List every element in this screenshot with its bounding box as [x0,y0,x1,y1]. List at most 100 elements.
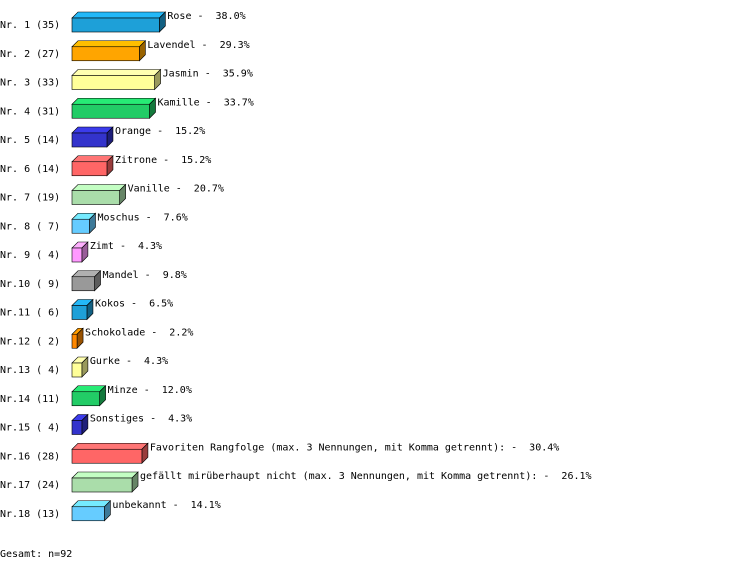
bar [71,276,95,292]
bar [71,477,133,493]
bar-value: 4.3% [144,356,168,367]
bar-name: Kamille - [158,97,212,108]
bar-name: Vanille - [128,184,182,195]
bar-name: gefällt mirüberhaupt nicht (max. 3 Nennu… [140,471,549,482]
bar-value: 26.1% [561,471,591,482]
bar-label: unbekannt - 14.1% [112,500,220,511]
bar-value: 9.8% [163,270,187,281]
bar-label: Orange - 15.2% [115,126,205,137]
row-label: Nr.11 ( 6) [0,308,60,319]
bar-label: Jasmin - 35.9% [163,69,253,80]
row-label: Nr.10 ( 9) [0,279,60,290]
bar-label: Kamille - 33.7% [158,97,254,108]
bar-name: Moschus - [97,212,151,223]
bar-label: Mandel - 9.8% [103,270,187,281]
bar-value: 30.4% [529,442,559,453]
bar-name: Schokolade - [85,327,157,338]
bar-name: Orange - [115,126,163,137]
row-label: Nr.12 ( 2) [0,336,60,347]
footer: Gesamt: n=92 [0,549,72,560]
bar-label: Rose - 38.0% [167,11,245,22]
bar-value: 15.2% [175,126,205,137]
bar [71,333,78,349]
bar [71,161,108,177]
bar-name: Minze - [108,385,150,396]
row-label: Nr. 4 (31) [0,106,60,117]
bar-top [71,155,114,163]
bar-label: Zitrone - 15.2% [115,155,211,166]
bar-value: 14.1% [191,500,221,511]
bar [71,506,105,522]
bar-value: 2.2% [169,327,193,338]
bar-label: Lavendel - 29.3% [147,40,249,51]
row-label: Nr. 2 (27) [0,49,60,60]
bar [71,448,143,464]
bar-top [71,442,149,450]
bar-name: Favoriten Rangfolge (max. 3 Nennungen, m… [150,442,517,453]
bar-label: Sonstiges - 4.3% [90,414,192,425]
bar-value: 33.7% [224,97,254,108]
row-label: Nr.18 (13) [0,509,60,520]
bar-value: 20.7% [194,184,224,195]
bar-top [71,69,162,76]
bar-top [71,500,112,508]
bar-label: Favoriten Rangfolge (max. 3 Nennungen, m… [150,442,559,453]
row-label: Nr. 5 (14) [0,135,60,146]
bar-value: 6.5% [149,299,173,310]
bar-name: Rose - [167,11,203,22]
bar-name: unbekannt - [112,500,178,511]
bar-value: 38.0% [216,11,246,22]
bar-value: 4.3% [168,414,192,425]
bar-value: 4.3% [138,241,162,252]
bar-top [71,184,127,191]
bar [71,132,108,148]
bar [71,247,83,263]
bar-top [71,11,167,19]
bar-name: Zitrone - [115,155,169,166]
bar-top [71,126,114,134]
row-label: Nr. 1 (35) [0,20,60,31]
bar-value: 15.2% [181,155,211,166]
bar-name: Sonstiges - [90,414,156,425]
bar-name: Zimt - [90,241,126,252]
bar [71,75,155,90]
bar-label: Gurke - 4.3% [90,356,168,367]
bar-name: Gurke - [90,356,132,367]
bar-top [71,40,147,48]
row-label: Nr.16 (28) [0,451,60,462]
bar-label: Kokos - 6.5% [95,299,173,310]
bar-label: Zimt - 4.3% [90,241,162,252]
row-label: Nr. 9 ( 4) [0,250,60,261]
row-label: Nr. 3 (33) [0,78,60,89]
bar [71,305,88,320]
row-label: Nr.14 (11) [0,394,60,405]
bar-label: Moschus - 7.6% [97,212,187,223]
row-label: Nr.13 ( 4) [0,365,60,376]
bar [71,46,140,62]
bar-value: 29.3% [220,40,250,51]
bar-label: Schokolade - 2.2% [85,327,193,338]
bar-label: gefällt mirüberhaupt nicht (max. 3 Nennu… [140,471,592,482]
bar-name: Mandel - [103,270,151,281]
bar-label: Minze - 12.0% [108,385,192,396]
bar [71,391,100,407]
bar-name: Kokos - [95,299,137,310]
row-label: Nr. 8 ( 7) [0,221,60,232]
bar-value: 7.6% [164,212,188,223]
bar [71,218,90,234]
bar-value: 12.0% [162,385,192,396]
bar [71,103,150,119]
row-label: Nr. 6 (14) [0,164,60,175]
row-label: Nr. 7 (19) [0,193,60,204]
bar-top [71,97,157,105]
bar-top [71,471,139,479]
bar-name: Jasmin - [163,69,211,80]
row-label: Nr.15 ( 4) [0,423,60,434]
row-label: Nr.17 (24) [0,480,60,491]
bar [71,17,160,33]
bar [71,420,83,435]
bar [71,190,120,205]
bar [71,362,83,378]
bar-value: 35.9% [223,69,253,80]
